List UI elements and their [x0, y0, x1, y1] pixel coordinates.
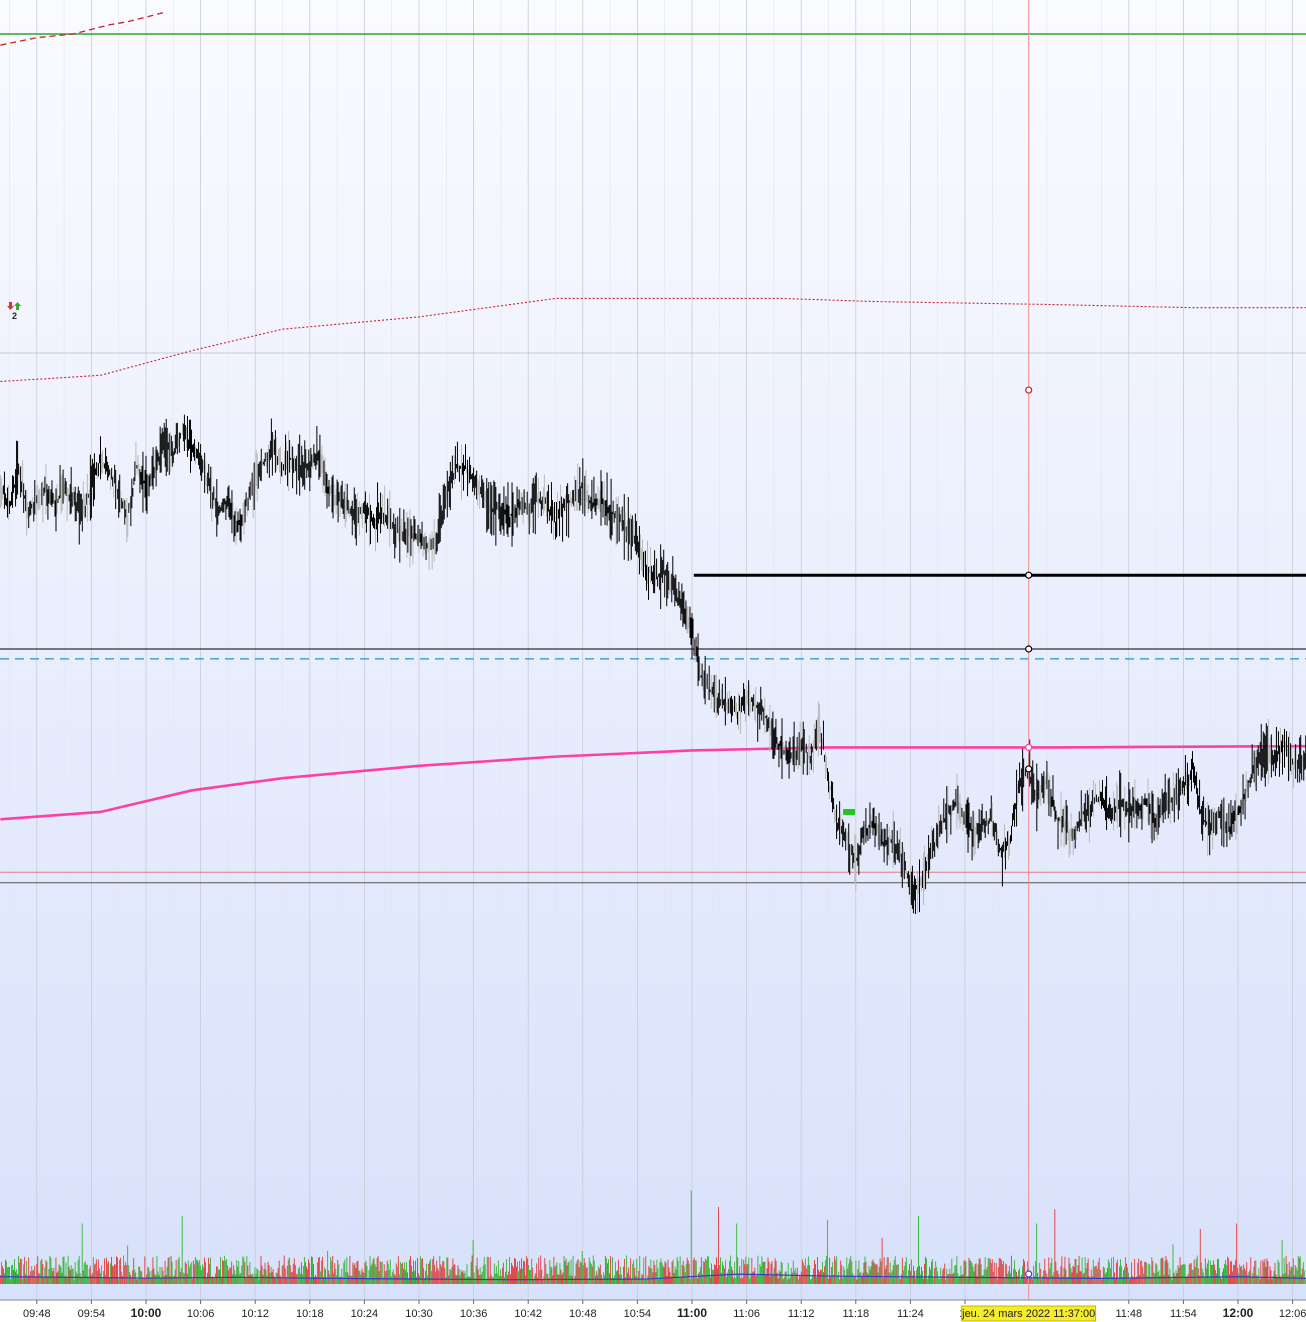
levels-layer: [0, 33, 1306, 884]
buy-arrow-icon: [14, 302, 22, 310]
time-axis-label: 10:54: [624, 1308, 652, 1320]
cursor-date-label: jeu. 24 mars 2022 11:37:00: [961, 1308, 1095, 1320]
time-axis-label: 10:48: [569, 1308, 597, 1320]
time-axis-label: 10:18: [296, 1308, 324, 1320]
time-axis-label: 10:24: [351, 1308, 379, 1320]
volume-layer: [0, 1190, 1306, 1284]
crosshair-intersection-dot: [1025, 765, 1033, 773]
time-axis-label: 11:12: [788, 1308, 815, 1320]
volume-average-line: [0, 1273, 1306, 1281]
indicator-layer: [0, 11, 1306, 821]
time-axis-label: 11:06: [733, 1308, 760, 1320]
time-axis-label: 10:36: [460, 1308, 488, 1320]
crosshair-intersection-dot: [1025, 386, 1033, 394]
time-axis-label: 12:00: [1223, 1306, 1254, 1320]
time-axis-label: 10:42: [514, 1308, 542, 1320]
time-axis-label: 11:48: [1115, 1308, 1142, 1320]
time-axis-label: 12:06: [1279, 1308, 1306, 1320]
time-axis-label: 11:54: [1170, 1308, 1197, 1320]
indicator-pink-line: [0, 744, 1306, 821]
price-layer: [0, 414, 1306, 915]
crosshair-intersection-dot: [1025, 571, 1033, 579]
time-axis-label: 10:30: [405, 1308, 433, 1320]
marker-count-label: 2: [12, 311, 17, 321]
time-axis-label: 10:06: [187, 1308, 215, 1320]
time-axis-label: 11:24: [897, 1308, 924, 1320]
crosshair-intersection-dot: [1025, 743, 1033, 752]
time-axis-label: 09:48: [23, 1308, 51, 1320]
crosshair-intersection-dot: [1025, 645, 1033, 653]
time-axis-label: 09:54: [78, 1308, 106, 1320]
crosshair-intersection-dot: [1025, 1270, 1033, 1278]
sell-arrow-icon: [7, 302, 15, 310]
marker-layer: 2: [7, 302, 856, 815]
green-marker: [843, 808, 856, 815]
time-axis-label: 11:18: [842, 1308, 869, 1320]
indicator-red-dashed: [0, 11, 165, 46]
cursor-date-box: [961, 1305, 1097, 1322]
time-axis-label: 11:00: [677, 1306, 707, 1320]
crosshair-cursor: jeu. 24 mars 2022 11:37:00: [961, 0, 1097, 1322]
time-axis-label: 10:00: [131, 1306, 162, 1320]
time-axis-label: 10:12: [241, 1308, 269, 1320]
